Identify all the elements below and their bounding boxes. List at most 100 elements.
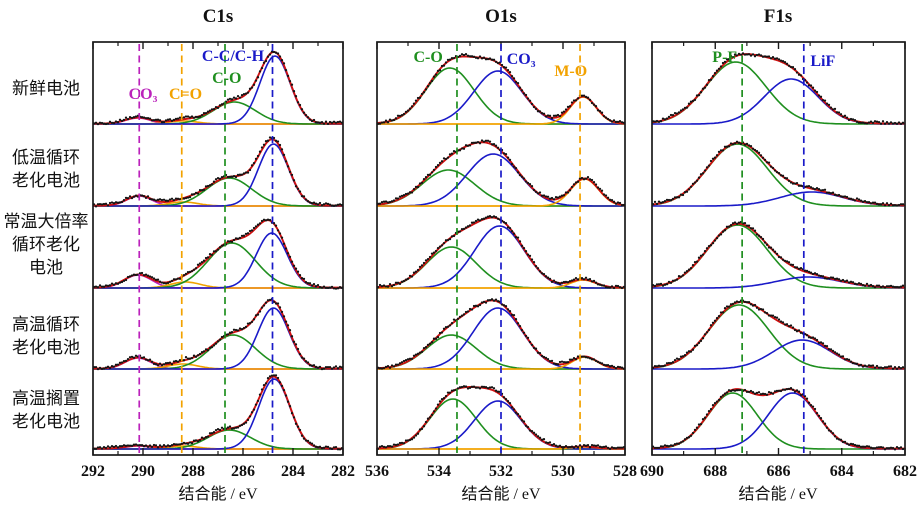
data-point bbox=[474, 219, 478, 223]
data-point bbox=[128, 195, 132, 198]
data-point bbox=[508, 70, 512, 74]
data-point bbox=[192, 354, 196, 357]
data-point bbox=[112, 445, 116, 449]
data-point bbox=[476, 386, 480, 389]
data-point bbox=[422, 261, 426, 265]
data-point bbox=[883, 204, 887, 207]
data-point bbox=[725, 145, 729, 148]
data-point bbox=[256, 154, 260, 158]
data-point bbox=[202, 188, 206, 192]
data-point bbox=[172, 278, 176, 281]
data-point bbox=[883, 448, 887, 451]
data-point bbox=[685, 351, 689, 354]
data-point bbox=[512, 313, 516, 317]
data-point bbox=[294, 422, 298, 425]
data-point bbox=[100, 285, 104, 288]
data-point bbox=[290, 335, 294, 338]
data-point bbox=[612, 119, 616, 122]
data-point bbox=[264, 59, 268, 63]
data-point bbox=[620, 446, 624, 449]
data-point bbox=[552, 362, 556, 365]
data-point bbox=[506, 226, 510, 229]
data-point bbox=[248, 87, 252, 90]
data-point bbox=[310, 202, 314, 205]
data-point bbox=[230, 427, 234, 430]
data-point bbox=[783, 176, 787, 180]
data-point bbox=[797, 267, 801, 270]
data-point bbox=[446, 391, 450, 394]
data-point bbox=[528, 254, 532, 258]
data-point bbox=[845, 195, 849, 199]
data-point bbox=[158, 444, 162, 447]
data-point bbox=[140, 356, 144, 359]
data-point bbox=[442, 241, 446, 245]
data-point bbox=[667, 361, 671, 365]
data-point bbox=[174, 278, 178, 281]
data-point bbox=[602, 363, 606, 367]
data-point bbox=[432, 410, 436, 413]
data-point bbox=[408, 357, 412, 360]
data-point bbox=[689, 100, 693, 103]
data-point bbox=[875, 446, 879, 449]
data-point bbox=[608, 119, 612, 122]
data-point bbox=[492, 58, 496, 61]
data-point bbox=[484, 139, 488, 142]
data-point bbox=[312, 282, 316, 286]
data-point bbox=[220, 176, 224, 179]
data-point bbox=[590, 101, 594, 105]
data-point bbox=[655, 365, 659, 368]
data-point bbox=[552, 114, 556, 117]
data-point bbox=[384, 200, 388, 203]
data-point bbox=[206, 184, 210, 188]
data-point bbox=[152, 277, 156, 280]
data-point bbox=[618, 446, 622, 449]
data-point bbox=[378, 445, 382, 448]
data-point bbox=[699, 173, 703, 176]
data-point bbox=[731, 389, 735, 392]
data-point bbox=[274, 302, 278, 305]
data-point bbox=[116, 363, 120, 366]
data-point bbox=[544, 356, 548, 360]
data-point bbox=[735, 300, 739, 303]
data-point bbox=[829, 276, 833, 279]
data-point bbox=[458, 315, 462, 319]
data-point bbox=[769, 314, 773, 317]
data-point bbox=[428, 416, 432, 419]
data-point bbox=[154, 118, 158, 121]
data-point bbox=[721, 149, 725, 152]
data-point bbox=[336, 448, 340, 451]
data-point bbox=[194, 191, 198, 195]
data-point bbox=[598, 361, 602, 364]
data-point bbox=[444, 239, 448, 242]
data-point bbox=[280, 384, 284, 388]
data-point bbox=[522, 420, 526, 423]
data-point bbox=[444, 61, 448, 64]
data-point bbox=[150, 119, 154, 122]
data-point bbox=[831, 432, 835, 435]
data-point bbox=[192, 193, 196, 196]
data-point bbox=[198, 352, 202, 356]
data-point bbox=[861, 121, 865, 124]
data-point bbox=[516, 322, 520, 325]
data-point bbox=[236, 426, 240, 429]
data-point bbox=[705, 83, 709, 86]
data-point bbox=[176, 277, 180, 280]
data-point bbox=[210, 108, 214, 111]
data-point bbox=[857, 444, 861, 447]
data-point bbox=[280, 148, 284, 151]
data-point bbox=[210, 432, 214, 435]
data-point bbox=[426, 85, 430, 88]
data-point bbox=[875, 202, 879, 206]
data-point bbox=[765, 243, 769, 246]
data-point bbox=[598, 110, 602, 113]
data-point bbox=[779, 174, 783, 177]
data-point bbox=[600, 189, 604, 192]
x-tick-label: 528 bbox=[613, 463, 637, 480]
data-point bbox=[594, 105, 598, 108]
data-point bbox=[807, 184, 811, 188]
data-point bbox=[326, 445, 330, 449]
data-point bbox=[130, 274, 134, 277]
data-point bbox=[659, 120, 663, 123]
data-point bbox=[420, 181, 424, 184]
data-point bbox=[600, 284, 604, 287]
